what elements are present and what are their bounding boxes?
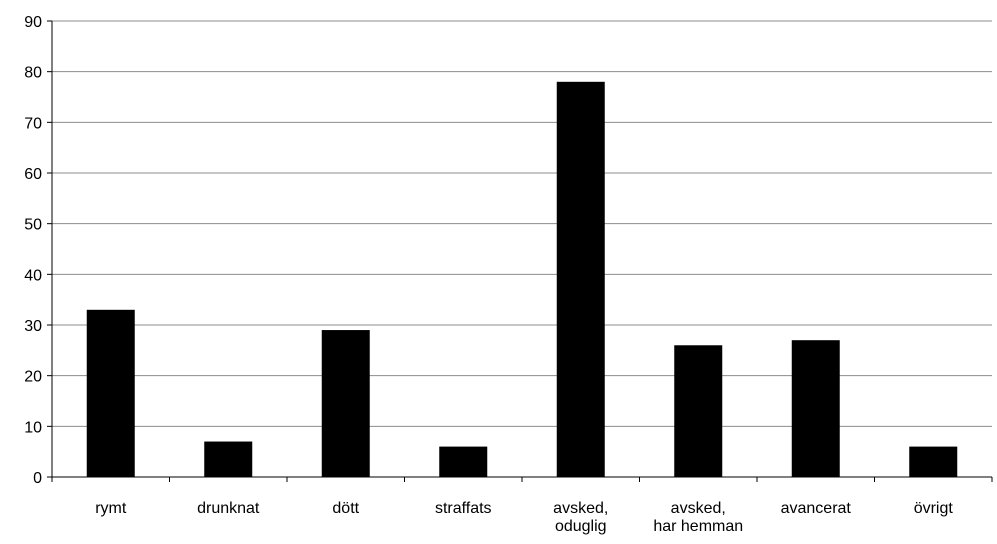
gridlines bbox=[52, 20, 992, 427]
x-category-label: oduglig bbox=[555, 518, 607, 535]
y-tick-label: 0 bbox=[33, 470, 42, 487]
y-tick-label: 60 bbox=[24, 166, 42, 183]
y-tick-label: 80 bbox=[24, 65, 42, 82]
y-tick-label: 70 bbox=[24, 115, 42, 132]
bar bbox=[674, 345, 723, 477]
x-category-label: övrigt bbox=[914, 500, 954, 517]
x-category-label: rymt bbox=[95, 500, 127, 517]
x-category-label: avsked, bbox=[671, 500, 726, 517]
x-category-label: dött bbox=[332, 500, 359, 517]
x-category-label: straffats bbox=[435, 500, 492, 517]
x-category-label: har hemman bbox=[653, 518, 743, 535]
bars bbox=[86, 81, 958, 478]
y-tick-labels: 0 10 20 30 40 50 60 70 80 90 bbox=[24, 14, 42, 487]
axes bbox=[47, 20, 993, 482]
bar bbox=[321, 330, 370, 477]
x-category-labels: rymt drunknat dött straffats avsked,odugliga… bbox=[95, 500, 953, 535]
y-tick-label: 20 bbox=[24, 369, 42, 386]
y-tick-label: 10 bbox=[24, 419, 42, 436]
bar bbox=[204, 441, 253, 477]
bar bbox=[86, 309, 135, 477]
y-tick-label: 50 bbox=[24, 217, 42, 234]
y-tick-label: 40 bbox=[24, 267, 42, 284]
bar bbox=[791, 340, 840, 477]
x-category-label: avsked, bbox=[553, 500, 608, 517]
x-category-label: avancerat bbox=[781, 500, 852, 517]
bar bbox=[556, 81, 605, 478]
x-category-label: drunknat bbox=[197, 500, 260, 517]
y-tick-label: 90 bbox=[24, 14, 42, 31]
bar bbox=[909, 446, 958, 477]
y-tick-label: 30 bbox=[24, 318, 42, 335]
bar bbox=[439, 446, 488, 477]
